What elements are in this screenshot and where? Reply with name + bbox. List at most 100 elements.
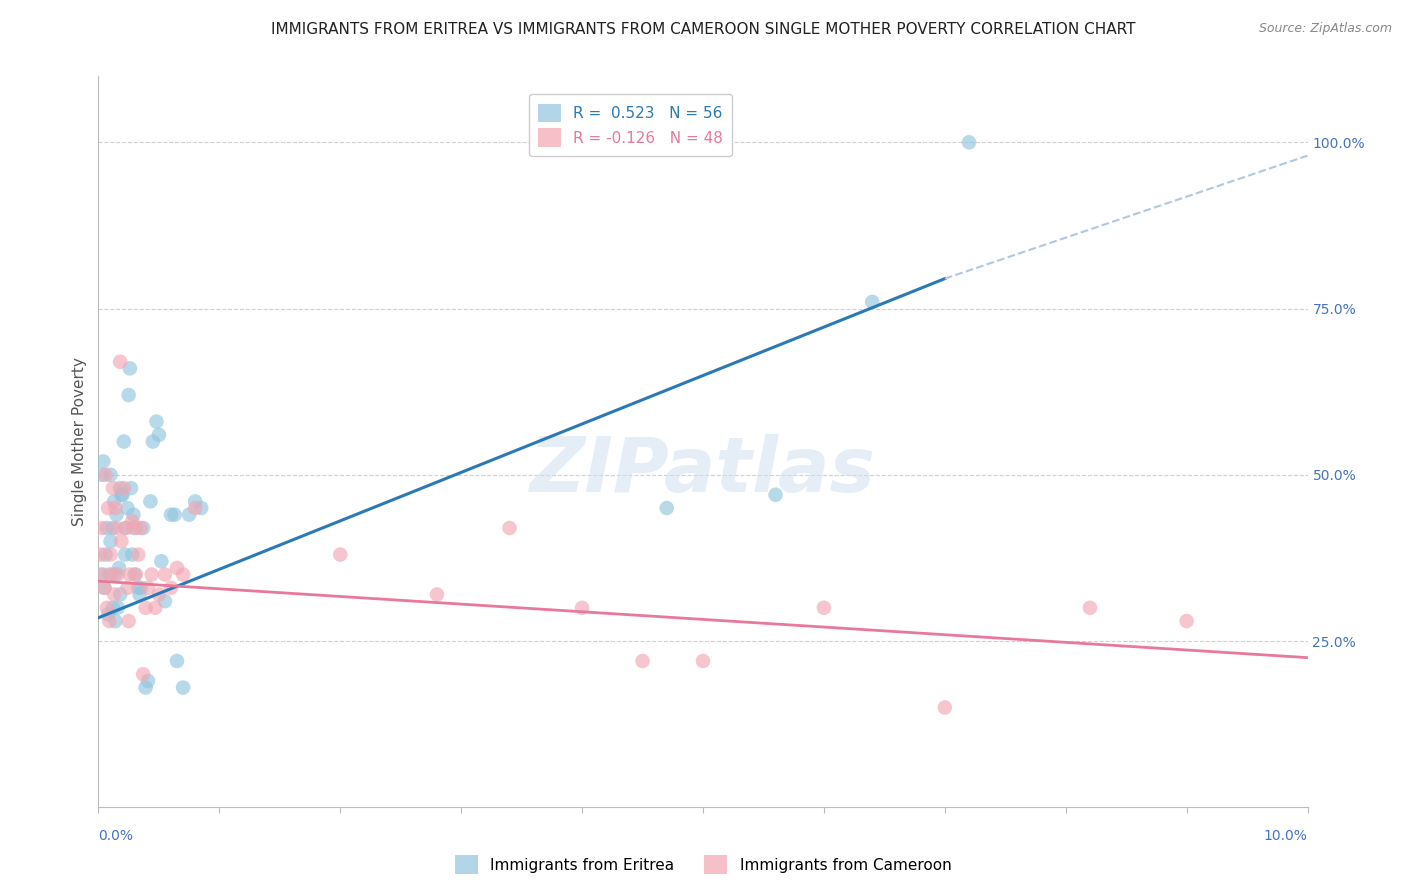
Point bbox=[105, 521, 128, 535]
Point bbox=[110, 534, 132, 549]
Point bbox=[97, 607, 120, 622]
Point bbox=[136, 581, 159, 595]
Point bbox=[98, 614, 121, 628]
Point bbox=[93, 581, 115, 595]
Point bbox=[118, 361, 141, 376]
Point bbox=[104, 614, 127, 628]
Point bbox=[135, 600, 157, 615]
Point bbox=[112, 481, 135, 495]
Point bbox=[957, 136, 980, 150]
Point bbox=[96, 521, 118, 535]
Point bbox=[105, 508, 128, 522]
Point bbox=[101, 481, 124, 495]
Point bbox=[190, 501, 212, 516]
Point bbox=[114, 548, 136, 562]
Point bbox=[94, 548, 117, 562]
Point bbox=[96, 600, 118, 615]
Point bbox=[172, 681, 194, 695]
Point bbox=[160, 508, 183, 522]
Point bbox=[100, 534, 122, 549]
Legend: Immigrants from Eritrea, Immigrants from Cameroon: Immigrants from Eritrea, Immigrants from… bbox=[449, 849, 957, 880]
Point bbox=[115, 521, 138, 535]
Point bbox=[108, 587, 131, 601]
Point bbox=[117, 581, 139, 595]
Point bbox=[101, 521, 124, 535]
Point bbox=[179, 508, 201, 522]
Point bbox=[329, 548, 352, 562]
Point bbox=[91, 454, 114, 468]
Point bbox=[150, 554, 173, 568]
Point bbox=[122, 521, 145, 535]
Point bbox=[692, 654, 714, 668]
Point bbox=[90, 548, 112, 562]
Point bbox=[108, 481, 131, 495]
Point bbox=[91, 521, 114, 535]
Point bbox=[132, 521, 155, 535]
Point bbox=[100, 548, 122, 562]
Point bbox=[426, 587, 449, 601]
Point bbox=[860, 294, 883, 309]
Point bbox=[142, 434, 165, 449]
Point bbox=[934, 700, 956, 714]
Point bbox=[118, 614, 141, 628]
Point bbox=[110, 488, 132, 502]
Point bbox=[153, 567, 176, 582]
Point bbox=[103, 587, 125, 601]
Point bbox=[122, 508, 145, 522]
Point bbox=[163, 508, 186, 522]
Point bbox=[101, 600, 124, 615]
Point bbox=[184, 494, 207, 508]
Point bbox=[498, 521, 520, 535]
Point bbox=[108, 561, 131, 575]
Y-axis label: Single Mother Poverty: Single Mother Poverty bbox=[72, 357, 87, 526]
Text: ZIPatlas: ZIPatlas bbox=[530, 434, 876, 508]
Point bbox=[172, 567, 194, 582]
Point bbox=[153, 594, 176, 608]
Point bbox=[143, 600, 166, 615]
Point bbox=[124, 567, 146, 582]
Point bbox=[128, 587, 150, 601]
Point bbox=[631, 654, 654, 668]
Text: IMMIGRANTS FROM ERITREA VS IMMIGRANTS FROM CAMEROON SINGLE MOTHER POVERTY CORREL: IMMIGRANTS FROM ERITREA VS IMMIGRANTS FR… bbox=[271, 22, 1135, 37]
Point bbox=[166, 654, 188, 668]
Point bbox=[132, 667, 155, 681]
Point bbox=[97, 501, 120, 516]
Point bbox=[129, 581, 152, 595]
Point bbox=[107, 567, 129, 582]
Point bbox=[148, 428, 170, 442]
Point bbox=[139, 494, 162, 508]
Point bbox=[100, 567, 122, 582]
Point bbox=[117, 501, 139, 516]
Point bbox=[184, 501, 207, 516]
Text: 0.0%: 0.0% bbox=[98, 830, 134, 843]
Point bbox=[160, 581, 183, 595]
Point bbox=[127, 581, 149, 595]
Point bbox=[1175, 614, 1198, 628]
Point bbox=[813, 600, 835, 615]
Point bbox=[90, 567, 112, 582]
Point bbox=[135, 681, 157, 695]
Point bbox=[129, 521, 152, 535]
Point bbox=[127, 548, 149, 562]
Point bbox=[100, 467, 122, 482]
Point bbox=[111, 488, 134, 502]
Point bbox=[91, 567, 114, 582]
Point bbox=[145, 415, 167, 429]
Text: 10.0%: 10.0% bbox=[1264, 830, 1308, 843]
Point bbox=[136, 673, 159, 688]
Point bbox=[118, 567, 141, 582]
Point bbox=[118, 388, 141, 402]
Point bbox=[120, 481, 142, 495]
Point bbox=[125, 521, 148, 535]
Point bbox=[94, 467, 117, 482]
Point bbox=[108, 355, 131, 369]
Point bbox=[112, 434, 135, 449]
Point bbox=[1078, 600, 1101, 615]
Point bbox=[141, 567, 163, 582]
Point bbox=[103, 494, 125, 508]
Point bbox=[765, 488, 787, 502]
Point bbox=[107, 600, 129, 615]
Legend: R =  0.523   N = 56, R = -0.126   N = 48: R = 0.523 N = 56, R = -0.126 N = 48 bbox=[529, 95, 733, 156]
Text: Source: ZipAtlas.com: Source: ZipAtlas.com bbox=[1258, 22, 1392, 36]
Point bbox=[104, 501, 127, 516]
